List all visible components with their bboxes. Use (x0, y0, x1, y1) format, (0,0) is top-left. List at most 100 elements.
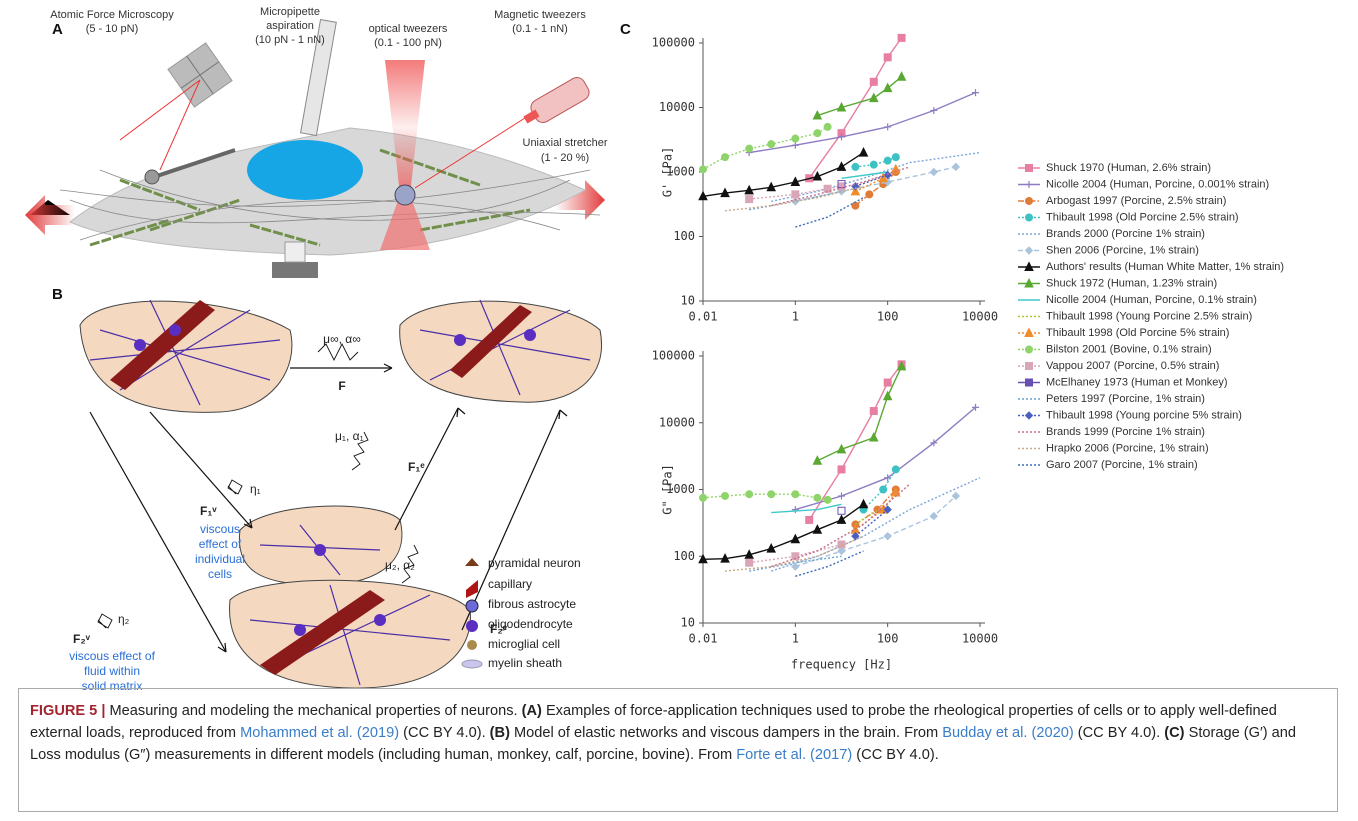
figure: A Atomic Force Microscopy (5 - 10 pN) Mi… (25, 6, 1284, 690)
marker (812, 524, 823, 534)
marker (865, 190, 874, 199)
marker (858, 498, 869, 509)
marker (791, 552, 800, 561)
legend-label: Bilston 2001 (Bovine, 0.1% strain) (1046, 343, 1212, 355)
technique-label: Magnetic tweezers (494, 9, 586, 21)
y-axis-label: G" [Pa] (661, 464, 675, 515)
marker (744, 549, 754, 559)
caption-plain: Storage (G′) and Loss modulus (G″) measu… (30, 725, 1296, 763)
cell-legend: pyramidal neuron (488, 556, 581, 570)
marker (813, 493, 822, 502)
caption-bold: (A) (521, 703, 542, 719)
marker (1025, 197, 1033, 205)
cell-legend: myelin sheath (488, 656, 562, 670)
y-tick-label: 1000 (666, 482, 695, 496)
marker (790, 533, 801, 544)
marker (766, 181, 777, 192)
marker (745, 144, 754, 153)
parameter-label: μ₁, α₁ (335, 429, 364, 443)
legend-label: Thibault 1998 (Old Porcine 5% strain) (1046, 327, 1229, 339)
marker (850, 185, 861, 196)
note: fluid within (84, 664, 140, 678)
marker (868, 431, 879, 442)
technique-range: (0.1 - 1 nN) (512, 23, 568, 35)
marker (1025, 345, 1033, 354)
series-line (855, 174, 888, 187)
series-line (770, 477, 981, 572)
marker (721, 491, 730, 500)
marker (868, 92, 879, 103)
marker (1024, 411, 1034, 420)
marker (791, 506, 799, 514)
marker (882, 82, 893, 93)
marker (745, 195, 754, 204)
caption-label: FIGURE 5 | (30, 703, 106, 719)
legend-label: Thibault 1998 (Young porcine 5% strain) (1046, 409, 1242, 421)
marker (879, 485, 888, 494)
legend-label: Brands 2000 (Porcine 1% strain) (1046, 228, 1205, 240)
marker (1025, 378, 1033, 387)
marker (766, 543, 777, 553)
caption-plain: Model of elastic networks and viscous da… (509, 725, 943, 741)
series-line (771, 151, 981, 203)
x-tick-label: 1 (792, 632, 799, 646)
cell-legend: capillary (488, 577, 532, 591)
force-label: F₁ᵉ (408, 460, 425, 474)
marker (838, 133, 845, 141)
marker (890, 163, 901, 174)
caption-link[interactable]: Forte et al. (2017) (736, 747, 853, 763)
x-axis-label: frequency [Hz] (791, 658, 892, 672)
marker (767, 140, 776, 149)
series-line (749, 555, 842, 572)
parameter-label: μ∞, α∞ (323, 332, 361, 346)
note: solid matrix (82, 679, 143, 690)
marker (720, 553, 730, 563)
series-line (702, 503, 864, 560)
x-tick-label: 10000 (962, 632, 998, 646)
caption-bold: (B) (489, 725, 510, 741)
marker (851, 531, 860, 541)
series-line (854, 492, 897, 531)
caption-box (18, 688, 1338, 812)
marker (812, 170, 823, 181)
marker (869, 406, 878, 415)
marker (1025, 181, 1033, 188)
caption-bold: (C) (1164, 725, 1185, 741)
caption: FIGURE 5 | Measuring and modeling the me… (30, 700, 1330, 766)
marker (720, 187, 730, 198)
caption-link[interactable]: Mohammed et al. (2019) (240, 725, 400, 741)
marker (951, 491, 961, 501)
series-line (749, 91, 976, 154)
marker (883, 505, 892, 514)
marker (930, 106, 938, 114)
marker (791, 141, 799, 149)
note: viscous (200, 522, 240, 536)
cell-legend: fibrous astrocyte (488, 597, 576, 611)
marker (805, 515, 814, 524)
marker (745, 558, 754, 567)
technique-label: aspiration (266, 20, 314, 32)
marker (1024, 327, 1034, 337)
series-line (702, 152, 864, 197)
marker (882, 390, 893, 401)
caption-link[interactable]: Budday et al. (2020) (942, 725, 1074, 741)
series-line (795, 550, 864, 577)
x-tick-label: 0.01 (689, 632, 718, 646)
marker (891, 465, 900, 474)
marker (1025, 164, 1033, 172)
legend-label: Nicolle 2004 (Human, Porcine, 0.001% str… (1046, 178, 1269, 190)
marker (791, 490, 800, 499)
marker (929, 511, 939, 521)
marker (883, 378, 892, 387)
note: effect of (199, 537, 242, 551)
series-line (808, 363, 903, 521)
series-line (841, 171, 888, 179)
marker (869, 77, 878, 86)
series-line (854, 509, 889, 537)
marker (972, 89, 980, 97)
marker (1025, 213, 1033, 222)
marker (745, 490, 754, 499)
marker (721, 153, 730, 162)
marker (836, 101, 847, 112)
